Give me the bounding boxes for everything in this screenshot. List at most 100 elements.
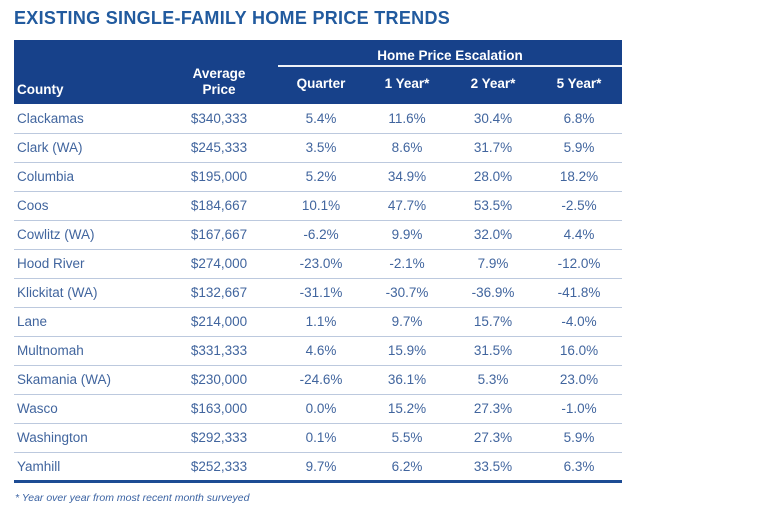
cell-2-year: 15.7%: [450, 307, 536, 337]
cell-1-year: 8.6%: [364, 133, 450, 163]
cell-1-year: 11.6%: [364, 104, 450, 134]
cell-1-year: 5.5%: [364, 423, 450, 453]
cell-average-price: $163,000: [160, 394, 278, 424]
table-row: Lane $214,000 1.1% 9.7% 15.7% -4.0%: [14, 307, 622, 337]
cell-average-price: $245,333: [160, 133, 278, 163]
cell-average-price: $132,667: [160, 278, 278, 308]
cell-county: Columbia: [14, 162, 160, 192]
cell-2-year: 53.5%: [450, 191, 536, 221]
cell-5-year: 4.4%: [536, 220, 622, 250]
cell-quarter: -24.6%: [278, 365, 364, 395]
column-header-row: County Average Price Quarter 1 Year* 2 Y…: [14, 66, 622, 105]
group-header-row: Home Price Escalation: [14, 40, 622, 67]
table-row: Coos $184,667 10.1% 47.7% 53.5% -2.5%: [14, 191, 622, 221]
cell-quarter: -31.1%: [278, 278, 364, 308]
cell-quarter: -6.2%: [278, 220, 364, 250]
column-header-average-price: Average Price: [160, 66, 278, 105]
column-header-quarter: Quarter: [278, 66, 364, 105]
cell-quarter: -23.0%: [278, 249, 364, 279]
table-row: Columbia $195,000 5.2% 34.9% 28.0% 18.2%: [14, 162, 622, 192]
cell-1-year: -30.7%: [364, 278, 450, 308]
column-header-2-year: 2 Year*: [450, 66, 536, 105]
group-header-escalation: Home Price Escalation: [278, 40, 622, 67]
cell-5-year: -4.0%: [536, 307, 622, 337]
cell-average-price: $340,333: [160, 104, 278, 134]
cell-5-year: -41.8%: [536, 278, 622, 308]
table-row: Klickitat (WA) $132,667 -31.1% -30.7% -36.9%…: [14, 278, 622, 308]
cell-2-year: 33.5%: [450, 452, 536, 483]
cell-county: Cowlitz (WA): [14, 220, 160, 250]
cell-average-price: $167,667: [160, 220, 278, 250]
cell-1-year: 9.9%: [364, 220, 450, 250]
cell-2-year: 31.7%: [450, 133, 536, 163]
cell-quarter: 1.1%: [278, 307, 364, 337]
cell-5-year: 6.8%: [536, 104, 622, 134]
cell-average-price: $195,000: [160, 162, 278, 192]
cell-5-year: 16.0%: [536, 336, 622, 366]
cell-county: Clark (WA): [14, 133, 160, 163]
cell-5-year: 5.9%: [536, 133, 622, 163]
page: EXISTING SINGLE-FAMILY HOME PRICE TRENDS…: [14, 8, 622, 504]
cell-5-year: 18.2%: [536, 162, 622, 192]
cell-quarter: 5.2%: [278, 162, 364, 192]
table-body: Clackamas $340,333 5.4% 11.6% 30.4% 6.8% Clark…: [14, 104, 622, 483]
cell-county: Hood River: [14, 249, 160, 279]
cell-2-year: -36.9%: [450, 278, 536, 308]
cell-county: Klickitat (WA): [14, 278, 160, 308]
table-row: Yamhill $252,333 9.7% 6.2% 33.5% 6.3%: [14, 452, 622, 483]
cell-5-year: -2.5%: [536, 191, 622, 221]
cell-1-year: 15.2%: [364, 394, 450, 424]
table-row: Washington $292,333 0.1% 5.5% 27.3% 5.9%: [14, 423, 622, 453]
cell-1-year: -2.1%: [364, 249, 450, 279]
cell-2-year: 27.3%: [450, 394, 536, 424]
cell-county: Skamania (WA): [14, 365, 160, 395]
cell-2-year: 31.5%: [450, 336, 536, 366]
cell-5-year: -1.0%: [536, 394, 622, 424]
cell-2-year: 7.9%: [450, 249, 536, 279]
group-header-spacer: [14, 40, 278, 66]
cell-average-price: $184,667: [160, 191, 278, 221]
column-header-5-year: 5 Year*: [536, 66, 622, 105]
cell-2-year: 32.0%: [450, 220, 536, 250]
cell-average-price: $292,333: [160, 423, 278, 453]
cell-5-year: 5.9%: [536, 423, 622, 453]
cell-5-year: 23.0%: [536, 365, 622, 395]
cell-2-year: 28.0%: [450, 162, 536, 192]
cell-county: Yamhill: [14, 452, 160, 483]
table-row: Multnomah $331,333 4.6% 15.9% 31.5% 16.0%: [14, 336, 622, 366]
cell-1-year: 34.9%: [364, 162, 450, 192]
cell-1-year: 6.2%: [364, 452, 450, 483]
cell-1-year: 36.1%: [364, 365, 450, 395]
cell-county: Multnomah: [14, 336, 160, 366]
table-row: Clackamas $340,333 5.4% 11.6% 30.4% 6.8%: [14, 104, 622, 134]
cell-quarter: 9.7%: [278, 452, 364, 483]
footnote: * Year over year from most recent month …: [15, 491, 250, 504]
cell-county: Coos: [14, 191, 160, 221]
cell-county: Clackamas: [14, 104, 160, 134]
table-header: Home Price Escalation County Average Pri…: [14, 40, 622, 105]
table-row: Cowlitz (WA) $167,667 -6.2% 9.9% 32.0% 4.4%: [14, 220, 622, 250]
cell-average-price: $214,000: [160, 307, 278, 337]
cell-quarter: 0.1%: [278, 423, 364, 453]
table-row: Clark (WA) $245,333 3.5% 8.6% 31.7% 5.9%: [14, 133, 622, 163]
table-row: Wasco $163,000 0.0% 15.2% 27.3% -1.0%: [14, 394, 622, 424]
cell-2-year: 30.4%: [450, 104, 536, 134]
table-row: Hood River $274,000 -23.0% -2.1% 7.9% -12.0%: [14, 249, 622, 279]
cell-2-year: 5.3%: [450, 365, 536, 395]
cell-2-year: 27.3%: [450, 423, 536, 453]
page-title: EXISTING SINGLE-FAMILY HOME PRICE TRENDS: [14, 8, 451, 28]
cell-1-year: 15.9%: [364, 336, 450, 366]
cell-average-price: $274,000: [160, 249, 278, 279]
column-header-average-price-label: Average Price: [192, 66, 246, 97]
cell-quarter: 10.1%: [278, 191, 364, 221]
cell-county: Washington: [14, 423, 160, 453]
cell-county: Wasco: [14, 394, 160, 424]
table-row: Skamania (WA) $230,000 -24.6% 36.1% 5.3% 23.0…: [14, 365, 622, 395]
cell-5-year: -12.0%: [536, 249, 622, 279]
home-price-trends-table: Home Price Escalation County Average Pri…: [14, 40, 622, 483]
column-header-1-year: 1 Year*: [364, 66, 450, 105]
cell-county: Lane: [14, 307, 160, 337]
cell-quarter: 0.0%: [278, 394, 364, 424]
cell-quarter: 5.4%: [278, 104, 364, 134]
cell-1-year: 47.7%: [364, 191, 450, 221]
